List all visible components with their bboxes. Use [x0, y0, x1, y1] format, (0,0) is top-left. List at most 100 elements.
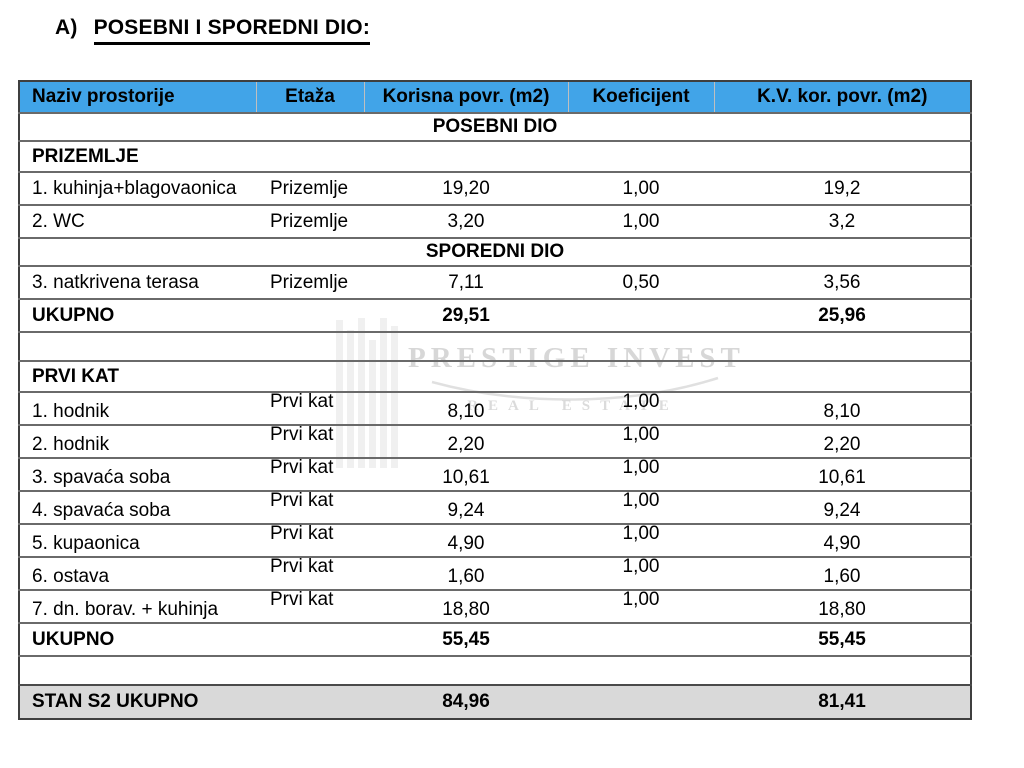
cell-text: 6. ostava [32, 565, 110, 587]
cell-text: Prvi kat [270, 524, 334, 544]
cell-korisna: 1,60 [364, 556, 568, 590]
group-row: PRVI KAT [19, 360, 971, 392]
cell-text: 19,2 [823, 177, 861, 199]
cell-name: 3. spavaća soba [19, 457, 256, 491]
table-row: 2. WC Prizemlje 3,20 1,00 3,2 [19, 204, 971, 238]
cell-etaza: Prvi kat [256, 391, 364, 425]
cell-text: 4,90 [447, 532, 485, 554]
cell-text: PRVI KAT [32, 365, 119, 387]
cell-text: 18,80 [818, 598, 866, 620]
cell-kv: 2,20 [714, 424, 971, 458]
table-header-row: Naziv prostorije Etaža Korisna povr. (m2… [19, 81, 971, 113]
cell-kv: 10,61 [714, 457, 971, 491]
title-prefix: A) [55, 16, 78, 39]
cell-text: 7. dn. borav. + kuhinja [32, 598, 219, 620]
cell-text: 2. hodnik [32, 433, 110, 455]
cell-koef: 1,00 [568, 523, 714, 557]
cell-kv: 8,10 [714, 391, 971, 425]
cell-text: 2,20 [447, 433, 485, 455]
cell-text: 1,00 [622, 491, 660, 511]
column-header-label: Naziv prostorije [32, 86, 175, 107]
cell-korisna: 10,61 [364, 457, 568, 491]
column-header-label: K.V. kor. povr. (m2) [757, 86, 928, 107]
cell-text: 1,60 [823, 565, 861, 587]
empty-row [19, 655, 971, 685]
cell-koef: 1,00 [568, 391, 714, 425]
cell-group-label: PRVI KAT [19, 360, 971, 392]
cell-korisna: 18,80 [364, 589, 568, 623]
cell-etaza: Prvi kat [256, 490, 364, 524]
cell-koef: 1,00 [568, 171, 714, 205]
cell-text: Prvi kat [270, 557, 334, 577]
cell-text: 1,00 [622, 590, 660, 610]
cell-text: 1. hodnik [32, 400, 110, 422]
cell-korisna: 29,51 [364, 298, 568, 332]
cell-text: 1,00 [622, 458, 660, 478]
cell-text: 9,24 [447, 499, 485, 521]
cell-korisna: 4,90 [364, 523, 568, 557]
cell-text: 81,41 [818, 691, 866, 712]
cell-korisna: 84,96 [364, 684, 568, 719]
cell-kv: 55,45 [714, 622, 971, 656]
cell-kv: 25,96 [714, 298, 971, 332]
cell-text: 1,00 [622, 210, 660, 232]
cell-text: 10,61 [818, 466, 866, 488]
table-row: 1. hodnik Prvi kat 8,10 1,00 8,10 [19, 391, 971, 425]
cell-text: 3,2 [828, 210, 856, 232]
cell-kv: 19,2 [714, 171, 971, 205]
cell-text: Prizemlje [270, 210, 349, 232]
cell-text: 8,10 [447, 400, 485, 422]
cell-text: Prvi kat [270, 590, 334, 610]
table-row: 2. hodnik Prvi kat 2,20 1,00 2,20 [19, 424, 971, 458]
grand-row: STAN S2 UKUPNO 84,96 81,41 [19, 684, 971, 719]
cell-name: 1. hodnik [19, 391, 256, 425]
cell-text: 8,10 [823, 400, 861, 422]
empty-row [19, 331, 971, 361]
group-row: PRIZEMLJE [19, 140, 971, 172]
cell-text: PRIZEMLJE [32, 145, 139, 167]
area-table-body: POSEBNI DIO PRIZEMLJE 1. kuhinja+blagovaon… [19, 112, 971, 719]
cell-text: 0,50 [622, 271, 660, 293]
cell-text: 29,51 [442, 304, 490, 326]
cell-korisna: 7,11 [364, 265, 568, 299]
cell-etaza: Prvi kat [256, 556, 364, 590]
column-header-naziv: Naziv prostorije [19, 81, 256, 113]
cell-name: 1. kuhinja+blagovaonica [19, 171, 256, 205]
cell-text: 3. natkrivena terasa [32, 271, 199, 293]
area-table: Naziv prostorije Etaža Korisna povr. (m2… [18, 80, 972, 720]
table-row: 1. kuhinja+blagovaonica Prizemlje 19,20 1,0… [19, 171, 971, 205]
cell-text: 55,45 [442, 628, 490, 650]
cell-koef: 1,00 [568, 490, 714, 524]
cell-text: 18,80 [442, 598, 490, 620]
cell-section-label: POSEBNI DIO [19, 112, 971, 141]
total-row: UKUPNO 55,45 55,45 [19, 622, 971, 656]
cell-text: UKUPNO [32, 628, 115, 650]
cell-etaza: Prvi kat [256, 457, 364, 491]
cell-text: POSEBNI DIO [432, 116, 558, 137]
cell-korisna: 9,24 [364, 490, 568, 524]
cell-text: Prvi kat [270, 458, 334, 478]
cell-koef [568, 622, 714, 656]
cell-text: 25,96 [818, 304, 866, 326]
cell-text: Prizemlje [270, 271, 349, 293]
cell-text: 1,60 [447, 565, 485, 587]
cell-kv: 81,41 [714, 684, 971, 719]
cell-text: 7,11 [448, 271, 484, 293]
cell-label: STAN S2 UKUPNO [19, 684, 256, 719]
cell-koef [568, 684, 714, 719]
cell-text: 4,90 [823, 532, 861, 554]
table-row: 3. spavaća soba Prvi kat 10,61 1,00 10,61 [19, 457, 971, 491]
cell-text: 1,00 [622, 425, 660, 445]
cell-etaza [256, 298, 364, 332]
cell-empty [19, 331, 971, 361]
cell-text: 1. kuhinja+blagovaonica [32, 177, 237, 199]
table-row: 6. ostava Prvi kat 1,60 1,00 1,60 [19, 556, 971, 590]
cell-koef: 1,00 [568, 589, 714, 623]
cell-kv: 1,60 [714, 556, 971, 590]
cell-text: 1,00 [622, 557, 660, 577]
section-row: SPOREDNI DIO [19, 237, 971, 266]
cell-text: Prvi kat [270, 491, 334, 511]
cell-korisna: 3,20 [364, 204, 568, 238]
column-header-label: Koeficijent [592, 86, 690, 107]
